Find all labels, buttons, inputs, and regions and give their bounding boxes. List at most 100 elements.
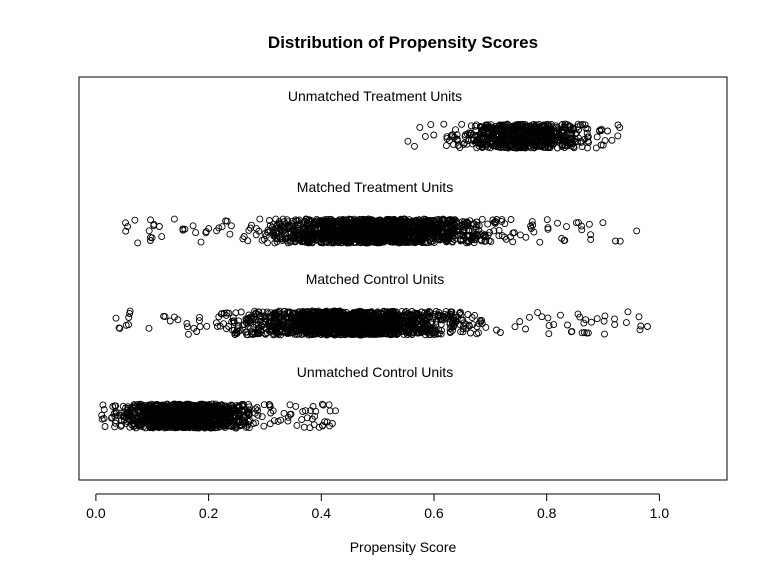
data-point bbox=[268, 223, 276, 231]
data-point bbox=[352, 225, 360, 233]
data-point bbox=[125, 314, 133, 321]
data-point bbox=[383, 325, 391, 333]
data-point bbox=[637, 322, 645, 330]
data-point bbox=[611, 315, 618, 323]
data-point bbox=[544, 224, 552, 232]
data-point bbox=[466, 131, 473, 139]
data-point bbox=[324, 316, 332, 324]
data-point bbox=[98, 411, 106, 419]
data-point bbox=[365, 229, 373, 237]
data-point bbox=[393, 220, 401, 228]
data-point bbox=[574, 310, 582, 318]
data-point bbox=[522, 233, 530, 241]
data-point bbox=[272, 230, 280, 238]
data-point bbox=[293, 421, 301, 429]
data-point bbox=[570, 144, 578, 152]
data-point bbox=[599, 219, 607, 227]
data-point bbox=[544, 135, 552, 143]
data-point bbox=[527, 128, 535, 136]
data-point bbox=[317, 316, 325, 324]
data-point bbox=[587, 318, 595, 326]
data-point bbox=[544, 314, 552, 322]
data-point bbox=[215, 224, 223, 232]
data-point bbox=[430, 239, 438, 247]
data-point bbox=[644, 323, 651, 330]
data-point bbox=[326, 422, 334, 430]
data-point bbox=[636, 326, 644, 334]
data-point bbox=[597, 125, 605, 133]
data-point bbox=[347, 221, 355, 229]
data-point bbox=[473, 330, 481, 338]
data-point bbox=[369, 233, 377, 241]
data-point bbox=[356, 326, 364, 334]
data-point bbox=[464, 238, 472, 246]
data-point bbox=[284, 239, 292, 247]
data-point bbox=[368, 219, 376, 227]
data-point bbox=[635, 313, 643, 321]
data-point bbox=[100, 406, 108, 414]
data-point bbox=[317, 235, 325, 243]
data-point bbox=[522, 139, 529, 146]
data-point bbox=[440, 120, 448, 128]
data-point bbox=[536, 238, 544, 246]
data-point bbox=[111, 419, 119, 427]
data-point bbox=[525, 313, 533, 321]
data-point bbox=[585, 220, 593, 228]
data-point bbox=[356, 321, 364, 329]
data-point bbox=[166, 317, 174, 325]
data-point bbox=[545, 322, 553, 330]
data-point bbox=[416, 123, 424, 131]
data-point bbox=[479, 141, 487, 149]
data-point bbox=[266, 221, 274, 229]
data-point bbox=[600, 317, 608, 325]
data-point bbox=[339, 216, 347, 224]
data-point bbox=[564, 137, 572, 145]
data-point bbox=[131, 216, 139, 224]
data-point bbox=[459, 236, 467, 244]
data-point bbox=[545, 330, 553, 338]
data-point bbox=[490, 227, 498, 235]
data-point bbox=[258, 236, 266, 244]
data-point bbox=[633, 227, 641, 235]
data-point bbox=[584, 133, 592, 141]
data-point bbox=[578, 226, 586, 234]
data-point bbox=[423, 327, 431, 335]
data-point bbox=[443, 223, 451, 231]
data-point bbox=[240, 233, 248, 240]
data-point bbox=[284, 327, 292, 335]
data-point bbox=[145, 227, 153, 235]
data-point bbox=[321, 230, 329, 238]
data-point bbox=[118, 421, 125, 429]
data-point bbox=[435, 215, 442, 223]
data-point bbox=[310, 421, 318, 429]
data-point bbox=[333, 327, 341, 335]
data-point bbox=[580, 319, 588, 327]
data-point bbox=[319, 222, 327, 230]
data-point bbox=[376, 230, 384, 238]
data-point bbox=[242, 328, 250, 336]
data-point bbox=[244, 322, 252, 330]
data-point bbox=[266, 420, 274, 428]
data-point bbox=[299, 408, 307, 416]
data-point bbox=[551, 137, 559, 145]
data-point bbox=[303, 414, 311, 422]
data-point bbox=[487, 121, 495, 129]
data-point bbox=[302, 314, 310, 322]
data-point bbox=[296, 219, 304, 227]
data-point bbox=[262, 330, 270, 337]
data-point bbox=[584, 144, 591, 152]
data-point bbox=[313, 230, 321, 238]
data-point bbox=[394, 230, 401, 238]
data-point bbox=[442, 238, 450, 246]
data-point bbox=[409, 317, 417, 325]
data-point bbox=[521, 144, 529, 152]
data-point bbox=[307, 327, 314, 335]
data-point bbox=[370, 323, 378, 331]
data-point bbox=[457, 230, 465, 238]
data-point bbox=[405, 310, 413, 318]
data-point bbox=[387, 310, 395, 318]
data-point bbox=[335, 231, 343, 239]
data-point bbox=[547, 120, 555, 128]
data-point bbox=[400, 323, 408, 331]
data-point bbox=[271, 231, 279, 239]
